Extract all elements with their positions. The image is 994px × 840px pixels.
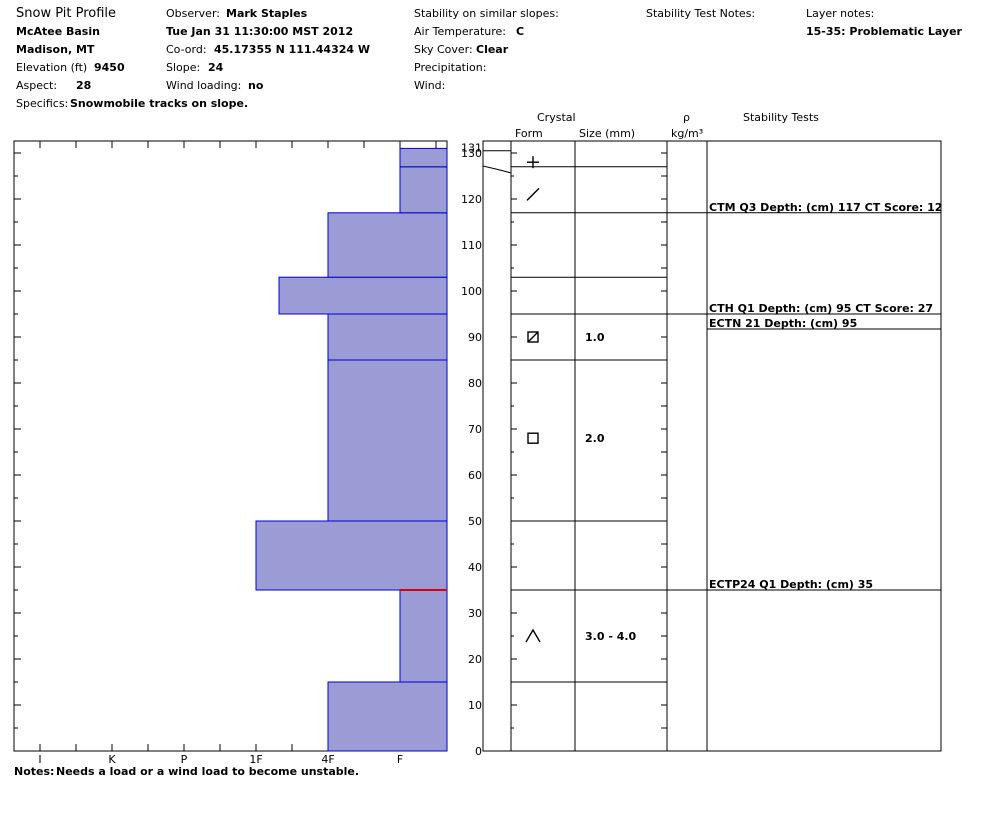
coord-value: 45.17355 N 111.44324 W — [214, 43, 370, 56]
hardness-layer-bar — [327, 681, 448, 752]
aspect-label: Aspect: — [16, 79, 58, 92]
hardness-layer-bar — [327, 212, 448, 278]
layer-connector-line — [482, 165, 512, 174]
stability-test-label: CTH Q1 Depth: (cm) 95 CT Score: 27 — [709, 302, 933, 315]
wind-loading-label: Wind loading: — [166, 79, 242, 92]
hardness-layer-bar — [399, 166, 448, 214]
y-tick-label: 30 — [468, 607, 482, 620]
decomposing-slash-icon-stroke — [526, 187, 540, 201]
x-tick-label: K — [108, 753, 116, 766]
layer-notes-label: Layer notes: — [806, 7, 875, 20]
depth-hoar-caret-icon-stroke — [525, 628, 541, 643]
sky-cover-label: Sky Cover: — [414, 43, 473, 56]
specifics-label: Specifics: — [16, 97, 69, 110]
density-unit-header: kg/m³ — [671, 127, 704, 140]
y-tick-label: 100 — [461, 285, 482, 298]
air-temp-label: Air Temperature: — [414, 25, 506, 38]
precipitation-label: Precipitation: — [414, 61, 487, 74]
y-tick-label: 20 — [468, 653, 482, 666]
crystal-size-label: 3.0 - 4.0 — [585, 630, 637, 643]
elevation-value: 9450 — [94, 61, 125, 74]
slope-label: Slope: — [166, 61, 201, 74]
hardness-layer-bar — [327, 313, 448, 361]
coord-label: Co-ord: — [166, 43, 207, 56]
observer-value: Mark Staples — [226, 7, 308, 20]
y-tick-label: 10 — [468, 699, 482, 712]
faceted-square-icon-stroke — [527, 432, 539, 444]
sky-cover-value: Clear — [476, 43, 509, 56]
elevation-label: Elevation (ft) — [16, 61, 88, 74]
layer-table-frame — [482, 140, 942, 752]
mixed-faceted-icon — [527, 331, 539, 343]
x-tick-label: 1F — [249, 753, 262, 766]
y-tick-label: 120 — [461, 193, 482, 206]
air-temp-value: C — [516, 25, 525, 38]
hardness-layer-bar — [278, 276, 448, 315]
y-tick-label: 40 — [468, 561, 482, 574]
observer-label: Observer: — [166, 7, 220, 20]
hardness-layer-bar — [327, 359, 448, 522]
depth-hoar-caret-icon — [525, 628, 541, 643]
slope-value: 24 — [208, 61, 224, 74]
x-tick-label: I — [38, 753, 41, 766]
hardness-layer-bar — [255, 520, 448, 591]
mixed-faceted-icon-stroke — [527, 331, 539, 343]
rho-header: ρ — [683, 111, 690, 124]
stability-similar-label: Stability on similar slopes: — [414, 7, 559, 20]
y-tick-label: 80 — [468, 377, 482, 390]
datetime: Tue Jan 31 11:30:00 MST 2012 — [166, 25, 354, 38]
page-title: Snow Pit Profile — [16, 6, 117, 21]
y-tick-label: 130 — [461, 147, 482, 160]
y-tick-label: 70 — [468, 423, 482, 436]
wind-loading-value: no — [248, 79, 264, 92]
new-snow-plus-icon — [527, 156, 539, 169]
wind-label: Wind: — [414, 79, 446, 92]
crystal-size-label: 2.0 — [585, 432, 605, 445]
x-tick-label: P — [181, 753, 188, 766]
aspect-value: 28 — [76, 79, 92, 92]
stability-notes-label: Stability Test Notes: — [646, 7, 756, 20]
faceted-square-icon — [527, 432, 539, 444]
x-tick-label: F — [397, 753, 403, 766]
y-tick-label: 50 — [468, 515, 482, 528]
crystal-header: Crystal — [537, 111, 576, 124]
crystal-size-label: 1.0 — [585, 331, 605, 344]
region: Madison, MT — [16, 43, 95, 56]
size-header: Size (mm) — [579, 127, 636, 140]
stability-test-label: CTM Q3 Depth: (cm) 117 CT Score: 12 — [709, 201, 942, 214]
stability-tests-header: Stability Tests — [743, 111, 819, 124]
hardness-layer-bar — [399, 147, 448, 168]
decomposing-slash-icon — [526, 187, 540, 201]
hardness-layer-bar — [399, 589, 448, 683]
y-tick-label: 0 — [475, 745, 482, 758]
form-header: Form — [515, 127, 543, 140]
stability-test-label: ECTP24 Q1 Depth: (cm) 35 — [709, 578, 873, 591]
y-tick-label: 110 — [461, 239, 482, 252]
layer-notes-value: 15-35: Problematic Layer — [806, 25, 962, 38]
notes-value: Needs a load or a wind load to become un… — [56, 765, 360, 778]
y-top-label: 131 — [461, 141, 482, 154]
specifics-value: Snowmobile tracks on slope. — [70, 97, 249, 110]
y-tick-label: 90 — [468, 331, 482, 344]
x-tick-label: 4F — [321, 753, 334, 766]
mixed-faceted-icon-stroke — [527, 331, 539, 343]
location: McAtee Basin — [16, 25, 100, 38]
y-tick-label: 60 — [468, 469, 482, 482]
notes-label: Notes: — [14, 765, 55, 778]
stability-test-label: ECTN 21 Depth: (cm) 95 — [709, 317, 857, 330]
